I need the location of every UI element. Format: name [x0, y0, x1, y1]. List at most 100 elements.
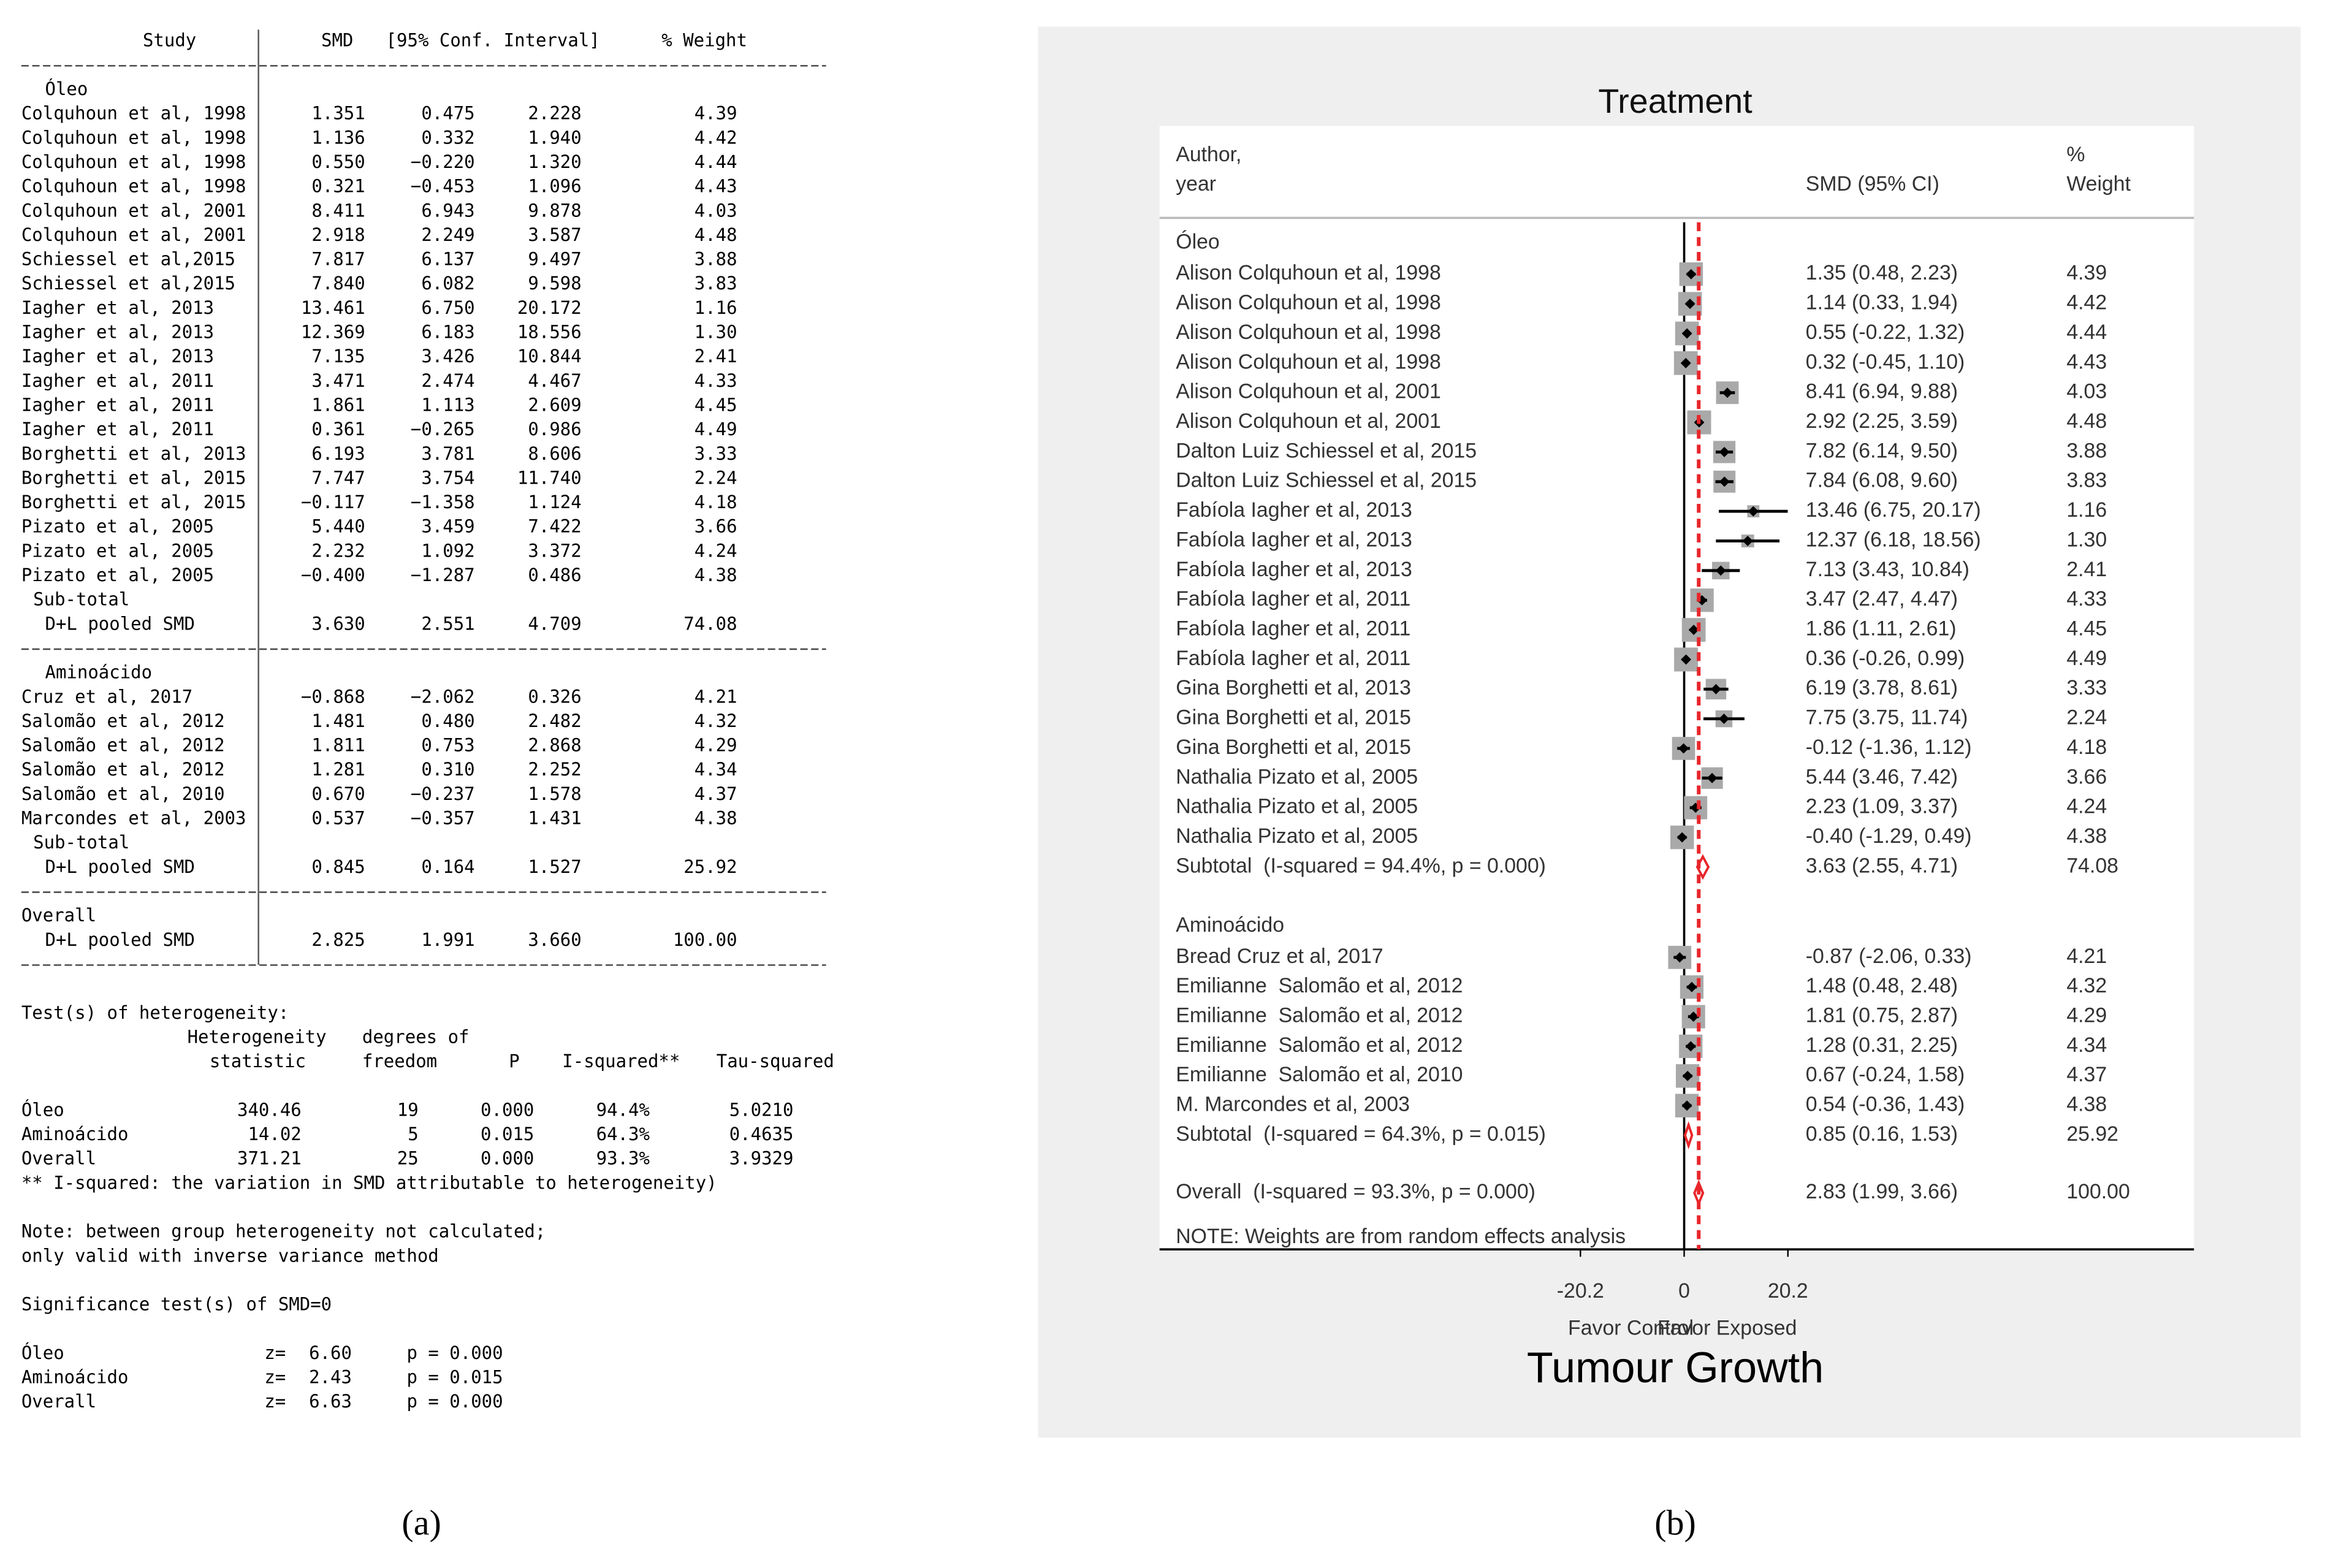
- cell: 3.587: [528, 224, 581, 245]
- study-label: M. Marcondes et al, 2003: [1176, 1093, 1410, 1116]
- effect-label: -0.12 (-1.36, 1.12): [1806, 736, 1972, 759]
- weight-label: 4.37: [2066, 1063, 2107, 1086]
- column-header: Weight: [2066, 172, 2131, 196]
- row-label: Pizato et al, 2005: [21, 540, 214, 561]
- effect-label: 0.32 (-0.45, 1.10): [1806, 350, 1965, 373]
- study-label: Emilianne Salomão et al, 2012: [1176, 1033, 1463, 1057]
- point-estimate: [1719, 446, 1730, 457]
- study-label: Alison Colquhoun et al, 1998: [1176, 291, 1441, 314]
- row-label: D+L pooled SMD: [45, 856, 195, 877]
- cell: 3.83: [694, 273, 737, 294]
- weight-label: 4.39: [2066, 261, 2107, 284]
- study-label: Alison Colquhoun et al, 1998: [1176, 321, 1441, 344]
- cell: 4.29: [694, 735, 737, 756]
- cell: −0.265: [411, 419, 475, 440]
- cell: 5: [408, 1124, 418, 1144]
- row-label: Schiessel et al,2015: [21, 249, 235, 270]
- cell: 1.320: [528, 151, 581, 172]
- cell: 6.183: [421, 322, 474, 343]
- cell: 2.252: [528, 759, 581, 780]
- effect-label: 7.82 (6.14, 9.50): [1806, 439, 1958, 462]
- note: NOTE: Weights are from random effects an…: [1176, 1225, 1626, 1248]
- study-label: Emilianne Salomão et al, 2012: [1176, 974, 1463, 997]
- cell: 6.750: [421, 297, 474, 318]
- x-tick-label: -20.2: [1557, 1279, 1604, 1303]
- note: Note: between group heterogeneity not ca…: [21, 1221, 546, 1242]
- cell: 64.3%: [596, 1124, 650, 1144]
- cell: 20.172: [517, 297, 582, 318]
- effect-label: 0.54 (-0.36, 1.43): [1806, 1093, 1965, 1116]
- study-label: Emilianne Salomão et al, 2012: [1176, 1004, 1463, 1027]
- row-label: Schiessel et al,2015: [21, 273, 235, 294]
- cell: 3.660: [528, 929, 581, 950]
- cell: 1.527: [528, 856, 581, 877]
- header-cell: SMD: [321, 30, 353, 51]
- cell: 3.33: [694, 443, 737, 464]
- group-name: Aminoácido: [1176, 913, 1284, 937]
- cell: 4.37: [694, 783, 737, 804]
- study-label: Fabíola Iagher et al, 2011: [1176, 647, 1410, 670]
- effect-label: 7.84 (6.08, 9.60): [1806, 469, 1958, 492]
- chart-title: Treatment: [1598, 82, 1752, 120]
- favor-label: Favor Exposed: [1657, 1317, 1797, 1340]
- cell: 4.709: [528, 613, 581, 634]
- cell: 2.868: [528, 735, 581, 756]
- cell: 340.46: [237, 1099, 302, 1120]
- cell: 3.372: [528, 540, 581, 561]
- cell: 8.411: [311, 200, 365, 221]
- cell: 2.825: [311, 929, 365, 950]
- weight-label: 3.33: [2066, 676, 2107, 699]
- effect-label: 7.13 (3.43, 10.84): [1806, 558, 1969, 581]
- cell: 18.556: [517, 322, 582, 343]
- row-label: Colquhoun et al, 1998: [21, 103, 246, 124]
- study-label: Emilianne Salomão et al, 2010: [1176, 1063, 1463, 1086]
- weight-label: 4.32: [2066, 974, 2107, 997]
- weight-label: 25.92: [2066, 1122, 2118, 1146]
- weight-label: 4.34: [2066, 1033, 2107, 1057]
- cell: 10.844: [517, 346, 582, 367]
- cell: 74.08: [683, 613, 737, 634]
- cell: 1.113: [421, 394, 474, 415]
- column-header: Author,: [1176, 143, 1241, 166]
- point-estimate: [1707, 772, 1718, 783]
- cell: −0.400: [301, 565, 365, 585]
- cell: 0.326: [528, 686, 581, 707]
- cell: 2.232: [311, 540, 365, 561]
- cell: −0.117: [301, 492, 365, 512]
- cell: 3.9329: [729, 1148, 794, 1169]
- row-label: Salomão et al, 2012: [21, 735, 225, 756]
- effect-label: 1.14 (0.33, 1.94): [1806, 291, 1958, 314]
- row-label: Óleo: [21, 1342, 64, 1363]
- row-label: Colquhoun et al, 1998: [21, 151, 246, 172]
- subtotal-label: Sub-total: [33, 832, 129, 853]
- header-cell: P: [509, 1051, 519, 1071]
- row-label: D+L pooled SMD: [45, 929, 195, 950]
- cell: 6.137: [421, 249, 474, 270]
- cell: 4.33: [694, 370, 737, 391]
- section-title: Test(s) of heterogeneity:: [21, 1002, 289, 1023]
- row-label: Marcondes et al, 2003: [21, 808, 246, 829]
- cell: 2.249: [421, 224, 474, 245]
- effect-label: 0.55 (-0.22, 1.32): [1806, 321, 1965, 344]
- cell: −2.062: [411, 686, 475, 707]
- cell: 19: [397, 1099, 419, 1120]
- study-label: Gina Borghetti et al, 2015: [1176, 736, 1411, 759]
- cell: 11.740: [517, 467, 582, 488]
- weight-label: 2.24: [2066, 706, 2107, 729]
- cell: 6.943: [421, 200, 474, 221]
- cell: 3.754: [421, 467, 474, 488]
- cell: 4.44: [694, 151, 737, 172]
- pooled-label: Overall (I-squared = 93.3%, p = 0.000): [1176, 1180, 1535, 1203]
- cell: 5.0210: [729, 1099, 794, 1120]
- cell: 7.747: [311, 467, 365, 488]
- cell: 1.281: [311, 759, 365, 780]
- cell: 0.475: [421, 103, 474, 124]
- row-label: Iagher et al, 2013: [21, 297, 214, 318]
- row-label: D+L pooled SMD: [45, 613, 195, 634]
- study-label: Gina Borghetti et al, 2015: [1176, 706, 1411, 729]
- cell: 2.43: [309, 1367, 352, 1388]
- caption: (a): [401, 1503, 441, 1543]
- cell: 4.32: [694, 710, 737, 731]
- cell: 3.781: [421, 443, 474, 464]
- cell: 2.609: [528, 394, 581, 415]
